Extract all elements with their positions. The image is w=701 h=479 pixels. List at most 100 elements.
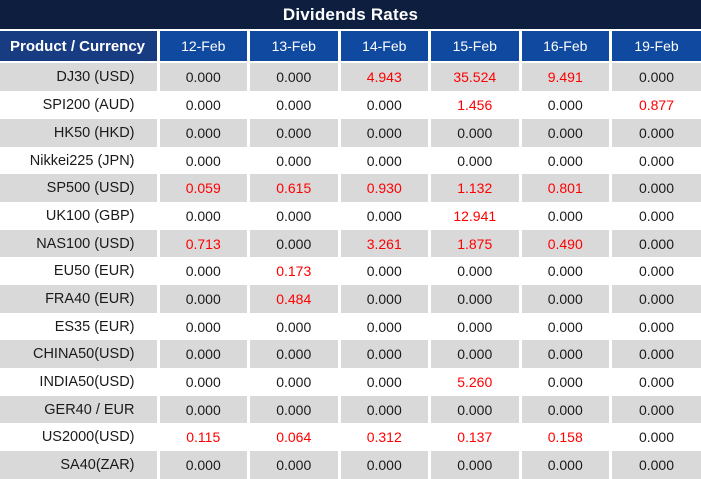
value-cell: 1.875 xyxy=(429,229,522,258)
product-currency-header: Product / Currency xyxy=(0,31,160,63)
table-row: US2000(USD) 0.115 0.064 0.312 0.137 0.158 0.00… xyxy=(0,423,701,452)
value-cell: 3.261 xyxy=(339,229,431,258)
value-cell: 0.000 xyxy=(610,451,701,479)
value-cell: 0.000 xyxy=(158,202,250,230)
value-cell: 12.941 xyxy=(429,202,522,230)
value-cell: 5.260 xyxy=(429,368,522,396)
value-cell: 0.000 xyxy=(248,202,341,230)
value-cell: 0.000 xyxy=(339,395,431,424)
value-cell: 0.000 xyxy=(248,340,341,369)
value-cell: 0.000 xyxy=(520,312,612,341)
value-cell: 0.000 xyxy=(520,257,612,286)
table-row: Nikkei225 (JPN) 0.000 0.000 0.000 0.000 0.000… xyxy=(0,146,701,175)
value-cell: 0.000 xyxy=(520,202,612,230)
date-header-15-feb: 15-Feb xyxy=(429,31,522,63)
value-cell: 0.000 xyxy=(248,62,341,92)
value-cell: 0.115 xyxy=(158,423,250,452)
value-cell: 0.000 xyxy=(158,368,250,396)
value-cell: 0.000 xyxy=(339,312,431,341)
table-row: SPI200 (AUD) 0.000 0.000 0.000 1.456 0.000 0.8… xyxy=(0,91,701,120)
value-cell: 0.801 xyxy=(520,174,612,203)
table-row: ES35 (EUR) 0.000 0.000 0.000 0.000 0.000 0.000 xyxy=(0,312,701,341)
value-cell: 0.000 xyxy=(158,451,250,479)
value-cell: 0.000 xyxy=(158,312,250,341)
value-cell: 0.000 xyxy=(248,395,341,424)
value-cell: 0.713 xyxy=(158,229,250,258)
value-cell: 0.000 xyxy=(339,202,431,230)
product-cell: Nikkei225 (JPN) xyxy=(0,146,160,175)
table-row: CHINA50(USD) 0.000 0.000 0.000 0.000 0.000 0.0… xyxy=(0,340,701,369)
table-row: EU50 (EUR) 0.000 0.173 0.000 0.000 0.000 0.000 xyxy=(0,257,701,286)
value-cell: 0.137 xyxy=(429,423,522,452)
value-cell: 0.000 xyxy=(429,451,522,479)
value-cell: 0.000 xyxy=(520,119,612,147)
table-row: NAS100 (USD) 0.713 0.000 3.261 1.875 0.490 0.0… xyxy=(0,229,701,258)
value-cell: 0.490 xyxy=(520,229,612,258)
value-cell: 35.524 xyxy=(429,62,522,92)
value-cell: 0.000 xyxy=(339,285,431,313)
value-cell: 0.000 xyxy=(339,340,431,369)
value-cell: 0.000 xyxy=(429,285,522,313)
value-cell: 4.943 xyxy=(339,62,431,92)
value-cell: 0.000 xyxy=(158,146,250,175)
date-header-19-feb: 19-Feb xyxy=(610,31,701,63)
value-cell: 0.000 xyxy=(339,257,431,286)
value-cell: 0.484 xyxy=(248,285,341,313)
value-cell: 0.000 xyxy=(520,395,612,424)
value-cell: 0.158 xyxy=(520,423,612,452)
value-cell: 0.000 xyxy=(339,146,431,175)
value-cell: 0.000 xyxy=(520,451,612,479)
table-row: DJ30 (USD) 0.000 0.000 4.943 35.524 9.491 0.00… xyxy=(0,62,701,92)
product-cell: SP500 (USD) xyxy=(0,174,160,203)
value-cell: 0.000 xyxy=(610,285,701,313)
value-cell: 0.059 xyxy=(158,174,250,203)
table-row: GER40 / EUR 0.000 0.000 0.000 0.000 0.000 0.00… xyxy=(0,395,701,424)
value-cell: 0.000 xyxy=(158,62,250,92)
value-cell: 0.000 xyxy=(610,174,701,203)
product-cell: SPI200 (AUD) xyxy=(0,91,160,120)
value-cell: 0.064 xyxy=(248,423,341,452)
product-cell: GER40 / EUR xyxy=(0,395,160,424)
value-cell: 0.000 xyxy=(610,340,701,369)
date-header-14-feb: 14-Feb xyxy=(339,31,431,63)
dividends-rates-table: Product / Currency 12-Feb 13-Feb 14-Feb 15-… xyxy=(0,31,701,479)
value-cell: 0.000 xyxy=(339,91,431,120)
header-row: Product / Currency 12-Feb 13-Feb 14-Feb 15-… xyxy=(0,31,701,63)
value-cell: 1.456 xyxy=(429,91,522,120)
value-cell: 0.000 xyxy=(610,368,701,396)
product-cell: SA40(ZAR) xyxy=(0,451,160,479)
value-cell: 0.312 xyxy=(339,423,431,452)
value-cell: 0.000 xyxy=(610,146,701,175)
value-cell: 0.000 xyxy=(339,451,431,479)
product-cell: HK50 (HKD) xyxy=(0,119,160,147)
value-cell: 0.000 xyxy=(158,257,250,286)
date-header-16-feb: 16-Feb xyxy=(520,31,612,63)
value-cell: 0.000 xyxy=(429,312,522,341)
product-cell: INDIA50(USD) xyxy=(0,368,160,396)
value-cell: 9.491 xyxy=(520,62,612,92)
value-cell: 0.000 xyxy=(610,423,701,452)
value-cell: 0.000 xyxy=(520,91,612,120)
value-cell: 0.000 xyxy=(429,395,522,424)
value-cell: 0.000 xyxy=(158,119,250,147)
value-cell: 1.132 xyxy=(429,174,522,203)
product-cell: NAS100 (USD) xyxy=(0,229,160,258)
date-header-12-feb: 12-Feb xyxy=(158,31,250,63)
value-cell: 0.000 xyxy=(158,340,250,369)
date-header-13-feb: 13-Feb xyxy=(248,31,341,63)
value-cell: 0.000 xyxy=(520,285,612,313)
table-body: DJ30 (USD) 0.000 0.000 4.943 35.524 9.491 0.00… xyxy=(0,62,701,479)
value-cell: 0.000 xyxy=(158,395,250,424)
table-row: HK50 (HKD) 0.000 0.000 0.000 0.000 0.000 0.000 xyxy=(0,119,701,147)
product-cell: US2000(USD) xyxy=(0,423,160,452)
value-cell: 0.615 xyxy=(248,174,341,203)
product-cell: DJ30 (USD) xyxy=(0,62,160,92)
value-cell: 0.000 xyxy=(429,340,522,369)
value-cell: 0.000 xyxy=(339,368,431,396)
value-cell: 0.000 xyxy=(520,146,612,175)
value-cell: 0.000 xyxy=(610,202,701,230)
value-cell: 0.000 xyxy=(158,285,250,313)
table-row: INDIA50(USD) 0.000 0.000 0.000 5.260 0.000 0.0… xyxy=(0,368,701,396)
value-cell: 0.000 xyxy=(339,119,431,147)
